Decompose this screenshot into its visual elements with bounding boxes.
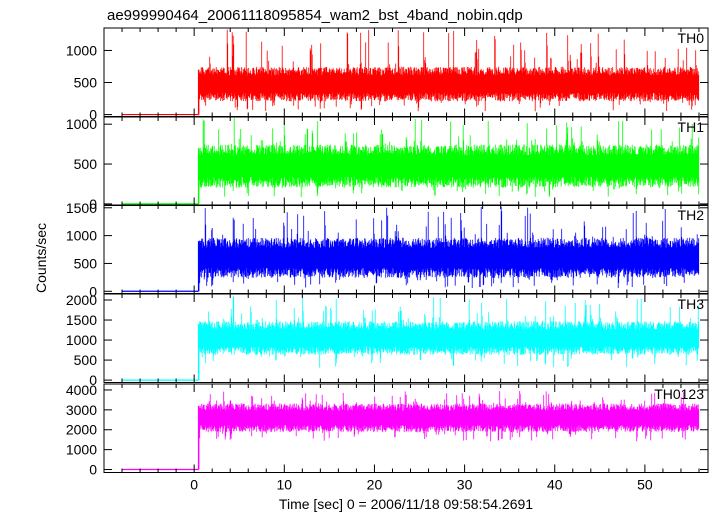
chart-title: ae999990464_20061118095854_wam2_bst_4ban… (107, 7, 523, 24)
series-line (198, 296, 700, 368)
series-line (198, 117, 700, 198)
x-tick-label: 50 (637, 477, 653, 493)
panel-label: TH0123 (654, 386, 704, 402)
y-tick-label: 2000 (66, 422, 97, 438)
y-tick-label: 0 (89, 372, 97, 388)
panel-th2: 0 500 1000 1500 TH2 (66, 200, 709, 299)
panel-label: TH0 (678, 30, 705, 46)
y-tick-label: 500 (74, 352, 98, 368)
y-tick-label: 1500 (66, 200, 97, 216)
y-tick-label: 1000 (66, 228, 97, 244)
y-tick-label: 3000 (66, 402, 97, 418)
x-tick-label: 0 (190, 477, 198, 493)
panel-label: TH1 (678, 119, 705, 135)
x-tick-label: 10 (277, 477, 293, 493)
y-tick-label: 2000 (66, 292, 97, 308)
series-line (198, 206, 700, 289)
y-tick-label: 0 (89, 107, 97, 123)
panel-th3: 0 500 1000 1500 2000 TH3 (66, 292, 709, 388)
y-tick-label: 500 (74, 156, 98, 172)
panel-frame (103, 383, 709, 473)
y-tick-label: 0 (89, 196, 97, 212)
panel-frame (103, 293, 709, 383)
y-tick-label: 1000 (66, 116, 97, 132)
panel-th0123: 0 1000 2000 3000 4000 TH0123 (66, 382, 709, 478)
y-tick-label: 0 (89, 283, 97, 299)
y-tick-label: 500 (74, 255, 98, 271)
x-tick-label: 40 (547, 477, 563, 493)
panel-th1: 0 500 1000 TH1 (66, 116, 709, 212)
y-tick-label: 500 (74, 75, 98, 91)
y-tick-label: 1000 (66, 442, 97, 458)
panel-label: TH3 (678, 296, 705, 312)
y-tick-label: 4000 (66, 382, 97, 398)
y-axis-label: Counts/sec (33, 223, 49, 293)
y-tick-label: 1000 (66, 42, 97, 58)
x-axis-label: Time [sec] 0 = 2006/11/18 09:58:54.2691 (279, 496, 533, 512)
y-tick-label: 0 (89, 462, 97, 478)
x-tick-label: 20 (367, 477, 383, 493)
series-line (198, 29, 700, 112)
panel-label: TH2 (678, 207, 705, 223)
y-tick-label: 1000 (66, 332, 97, 348)
x-tick-label: 30 (457, 477, 473, 493)
panel-th0: 0 500 1000 TH0 (66, 27, 709, 123)
y-tick-label: 1500 (66, 312, 97, 328)
series-line (198, 391, 700, 442)
